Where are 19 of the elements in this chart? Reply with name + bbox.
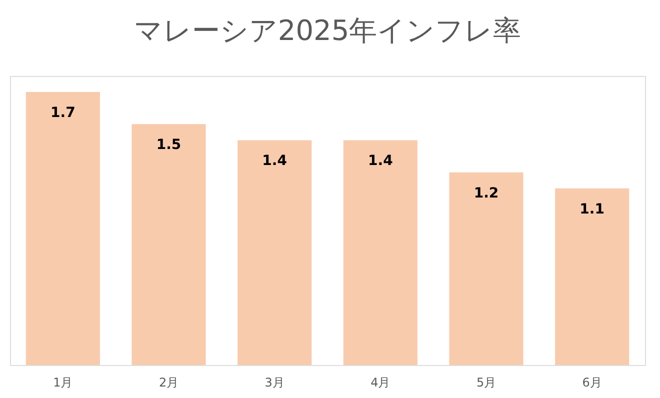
x-tick-label: 6月 <box>582 376 602 390</box>
data-label: 1.7 <box>50 105 76 122</box>
bar <box>132 124 206 365</box>
bar <box>238 140 312 365</box>
data-label: 1.1 <box>580 201 604 218</box>
chart-title: マレーシア2025年インフレ率 <box>134 14 522 47</box>
bar <box>26 92 100 365</box>
bar <box>343 140 418 365</box>
bar <box>555 188 630 365</box>
data-label: 1.4 <box>368 153 394 170</box>
data-label: 1.5 <box>156 137 182 154</box>
data-label: 1.2 <box>474 185 499 202</box>
x-tick-label: 4月 <box>370 376 390 390</box>
x-tick-label: 3月 <box>264 376 284 390</box>
bar <box>449 172 524 365</box>
x-tick-label: 5月 <box>476 376 496 390</box>
x-tick-label: 1月 <box>53 376 73 390</box>
data-label: 1.4 <box>262 153 288 170</box>
x-tick-label: 2月 <box>158 376 179 390</box>
